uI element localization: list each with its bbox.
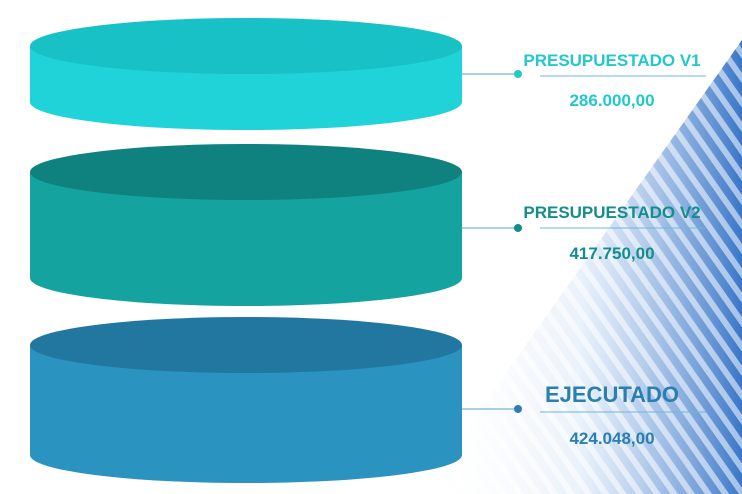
tier-3-side bbox=[30, 345, 462, 483]
label-group-2: PRESUPUESTADO V2 417.750,00 bbox=[462, 203, 706, 263]
connector-dot bbox=[514, 224, 522, 232]
tier-1 bbox=[30, 18, 462, 130]
tier-2 bbox=[30, 144, 462, 306]
value-label: 417.750,00 bbox=[569, 244, 654, 263]
tiers-layer bbox=[30, 18, 462, 483]
tier-2-top bbox=[30, 144, 462, 200]
label-group-3: EJECUTADO 424.048,00 bbox=[462, 382, 706, 448]
value-label: 286.000,00 bbox=[569, 91, 654, 110]
tier-2-side bbox=[30, 172, 462, 306]
label-group-1: PRESUPUESTADO V1 286.000,00 bbox=[462, 51, 706, 110]
value-label: 424.048,00 bbox=[569, 429, 654, 448]
tier-3-top bbox=[30, 317, 462, 373]
category-label: EJECUTADO bbox=[545, 382, 679, 407]
tier-1-top bbox=[30, 18, 462, 74]
labels-layer: PRESUPUESTADO V1286.000,00PRESUPUESTADO … bbox=[462, 51, 706, 448]
connector-dot bbox=[514, 70, 522, 78]
tier-3 bbox=[30, 317, 462, 483]
category-label: PRESUPUESTADO V1 bbox=[523, 51, 700, 70]
category-label: PRESUPUESTADO V2 bbox=[523, 203, 700, 222]
connector-dot bbox=[514, 405, 522, 413]
